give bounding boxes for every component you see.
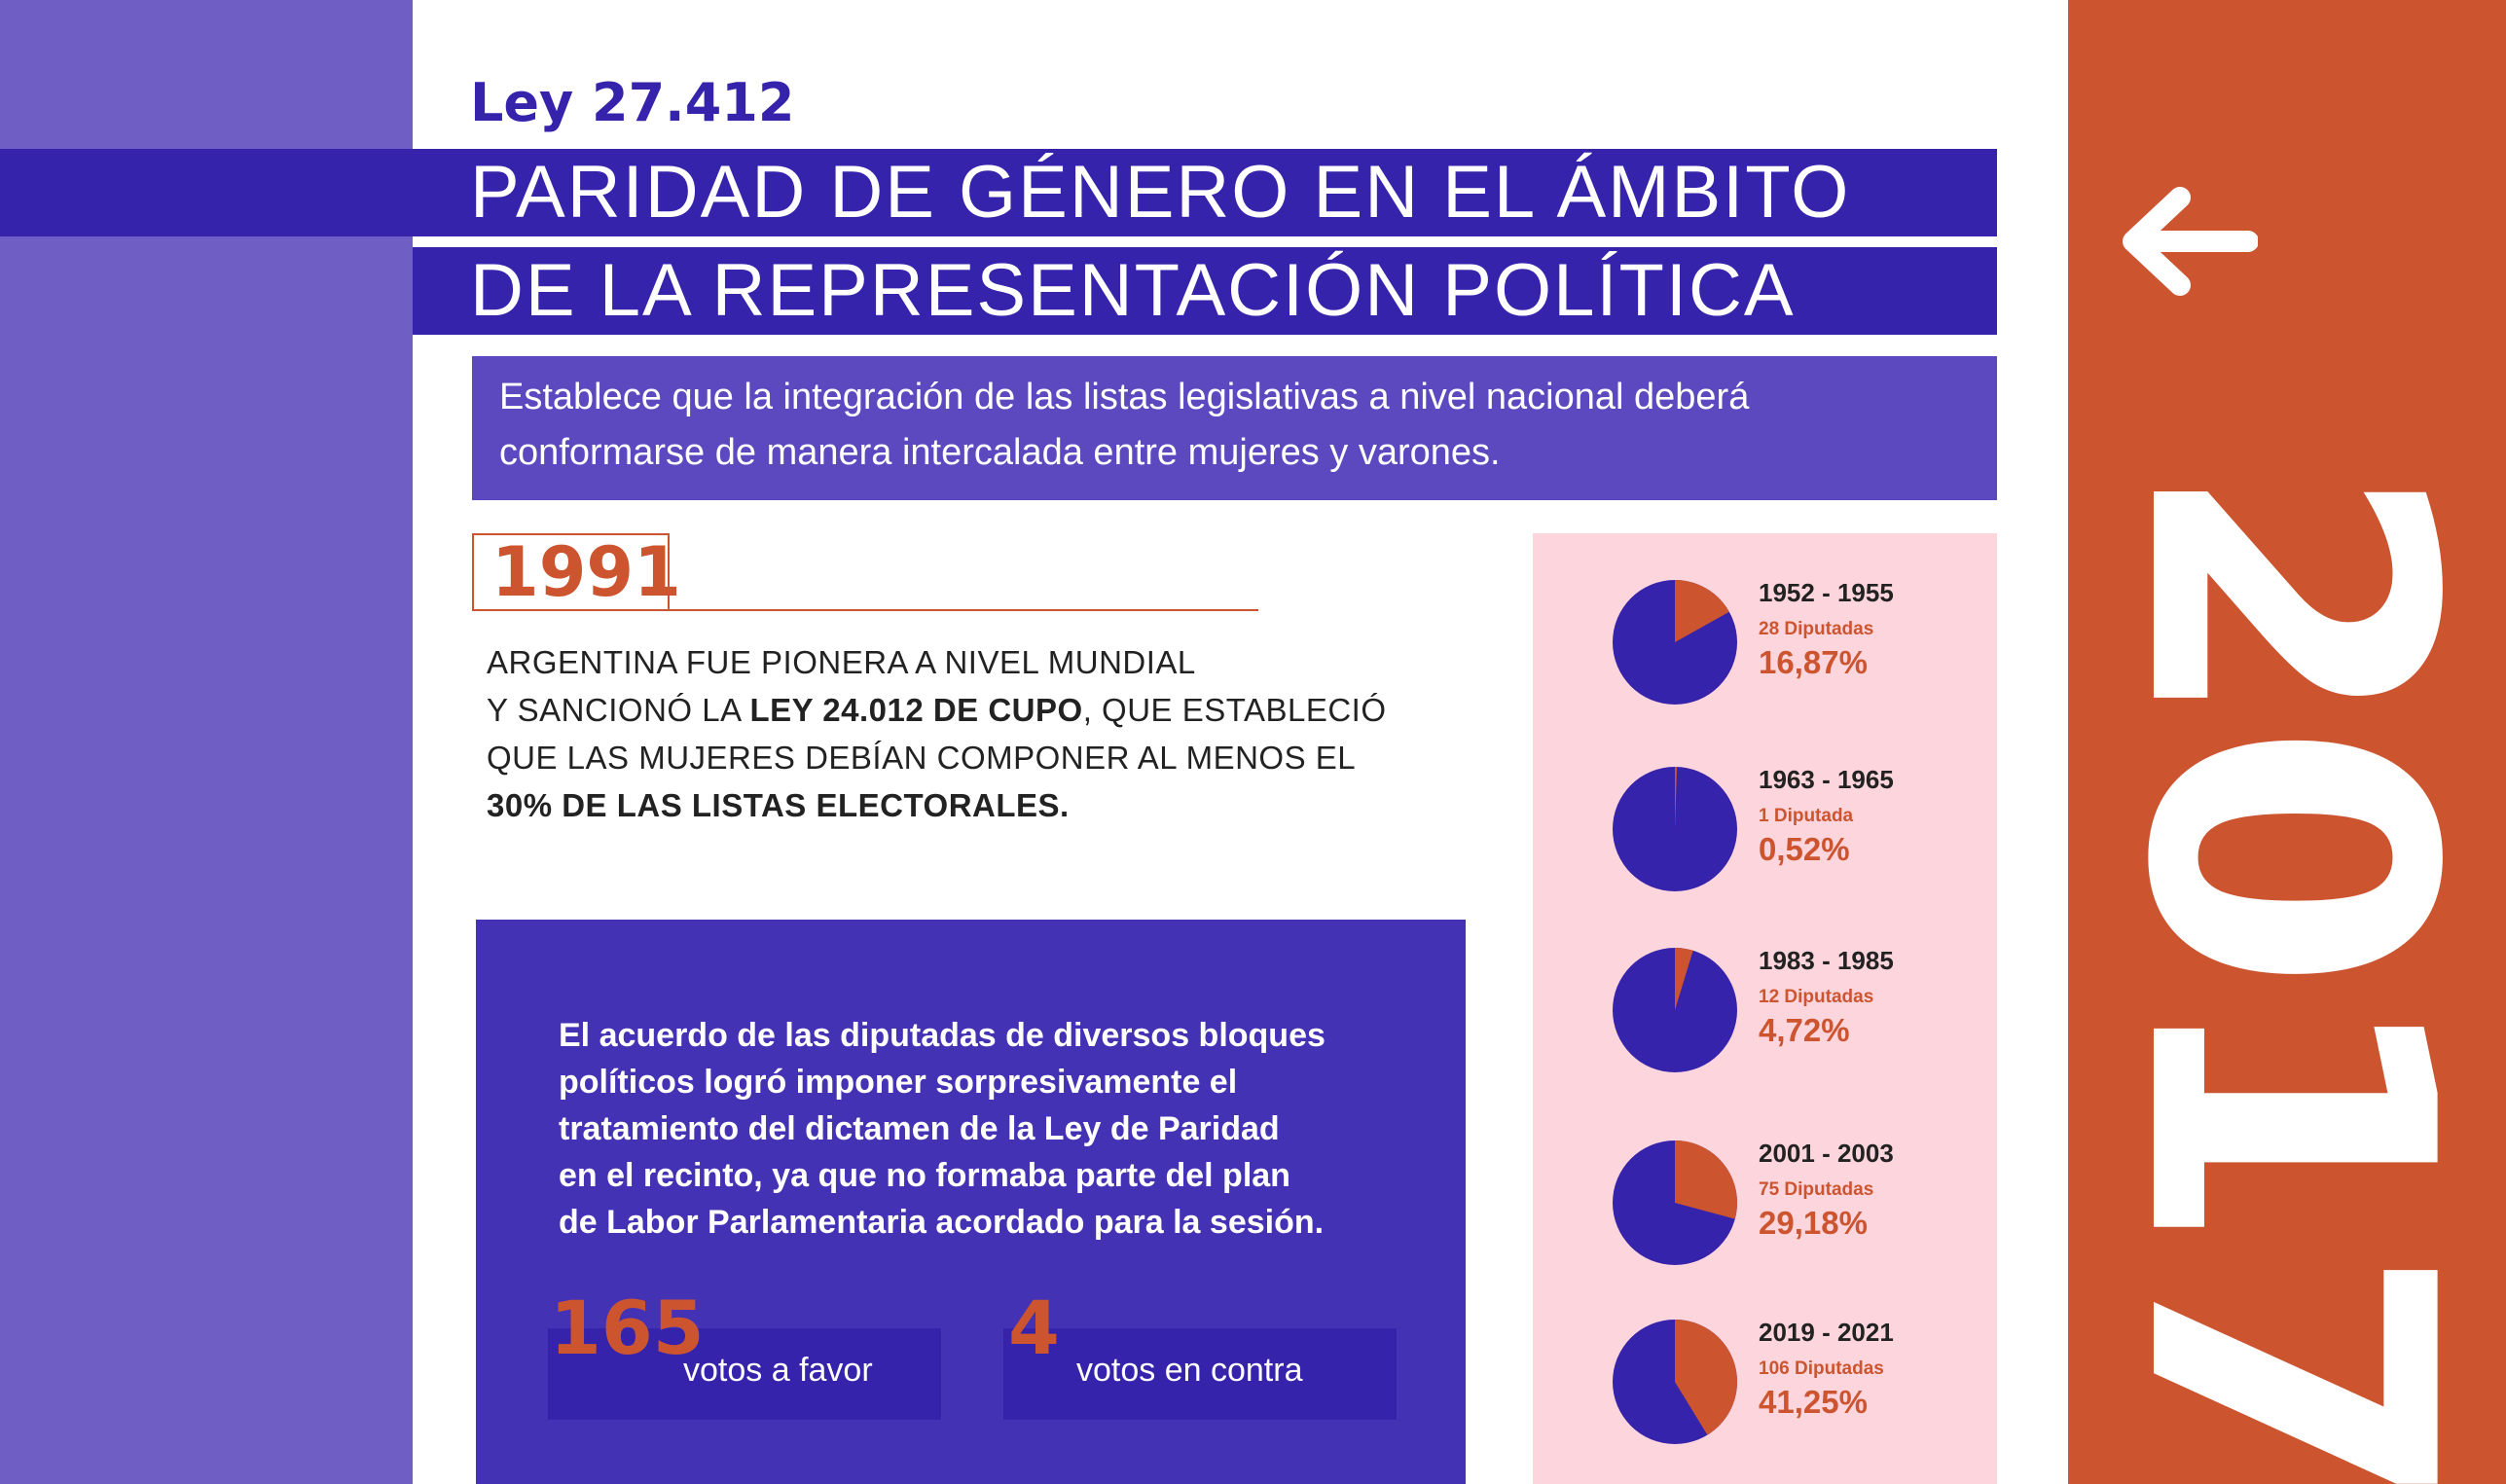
description-line-2: conformarse de manera intercalada entre … bbox=[499, 432, 1501, 473]
stat-period: 1952 - 1955 bbox=[1759, 578, 1894, 607]
pie-chart bbox=[1613, 1140, 1738, 1265]
pie-slice bbox=[1675, 948, 1693, 1010]
pie-slice bbox=[1675, 766, 1678, 829]
arrow-left-icon[interactable] bbox=[2112, 183, 2258, 309]
stat-percent: 29,18% bbox=[1759, 1205, 1868, 1241]
stat-count: 28 Diputadas bbox=[1759, 619, 1874, 639]
stat-percent: 0,52% bbox=[1759, 831, 1850, 867]
history-line-3: QUE LAS MUJERES DEBÍAN COMPONER AL MENOS… bbox=[487, 740, 1357, 776]
stat-percent: 4,72% bbox=[1759, 1012, 1850, 1048]
stat-item: 1963 - 1965 1 Diputada 0,52% bbox=[1611, 765, 1990, 901]
stat-period: 1963 - 1965 bbox=[1759, 765, 1894, 794]
votes-contra-label: votos en contra bbox=[1076, 1352, 1303, 1389]
history-line-4-bold: 30% DE LAS LISTAS ELECTORALES. bbox=[487, 787, 1070, 823]
stat-count: 1 Diputada bbox=[1759, 806, 1854, 826]
stat-period: 2001 - 2003 bbox=[1759, 1139, 1894, 1168]
votes-favor-bar bbox=[548, 1328, 941, 1420]
page-title-line-2: DE LA REPRESENTACIÓN POLÍTICA bbox=[470, 249, 1796, 332]
history-line-2-pre: Y SANCIONÓ LA bbox=[487, 692, 750, 728]
title-band bbox=[413, 247, 1997, 335]
votes-favor-label: votos a favor bbox=[683, 1352, 873, 1389]
stat-count: 12 Diputadas bbox=[1759, 987, 1874, 1007]
description-line-1: Establece que la integración de las list… bbox=[499, 377, 1750, 417]
votes-contra-count: 4 bbox=[1008, 1285, 1060, 1371]
history-line-4: 30% DE LAS LISTAS ELECTORALES. bbox=[487, 781, 1460, 829]
vote-text-line: de Labor Parlamentaria acordado para la … bbox=[559, 1204, 1325, 1241]
law-number: Ley 27.412 bbox=[470, 72, 795, 133]
pie-chart bbox=[1613, 580, 1737, 705]
stat-item: 1952 - 1955 28 Diputadas 16,87% bbox=[1611, 578, 1990, 714]
stat-period: 2019 - 2021 bbox=[1759, 1318, 1894, 1347]
stat-percent: 16,87% bbox=[1759, 644, 1868, 680]
vote-text-line: en el recinto, ya que no formaba parte d… bbox=[559, 1157, 1290, 1194]
stats-panel bbox=[1533, 533, 1997, 1484]
history-line-1: ARGENTINA FUE PIONERA A NIVEL MUNDIAL bbox=[487, 644, 1196, 680]
divider bbox=[670, 609, 1258, 611]
vote-text-line: El acuerdo de las diputadas de diversos … bbox=[559, 1017, 1326, 1054]
vote-text-line: tratamiento del dictamen de la Ley de Pa… bbox=[559, 1110, 1280, 1147]
year-1991-label: 1991 bbox=[491, 532, 681, 612]
history-text: ARGENTINA FUE PIONERA A NIVEL MUNDIAL Y … bbox=[487, 638, 1460, 829]
history-line-2-bold: LEY 24.012 DE CUPO bbox=[749, 692, 1083, 728]
pie-chart bbox=[1613, 766, 1737, 891]
votes-contra-bar bbox=[1003, 1328, 1397, 1420]
year-1991-frame bbox=[472, 533, 670, 611]
history-line-2-post: , QUE ESTABLECIÓ bbox=[1082, 692, 1387, 728]
title-band bbox=[0, 149, 1997, 236]
stat-percent: 41,25% bbox=[1759, 1384, 1868, 1420]
votes-favor-count: 165 bbox=[550, 1285, 705, 1371]
year-2017-vertical: 2017 bbox=[2061, 460, 2506, 1484]
pie-chart bbox=[1613, 948, 1737, 1072]
vote-description: El acuerdo de las diputadas de diversos … bbox=[559, 1012, 1435, 1246]
stat-item: 2019 - 2021 106 Diputadas 41,25% bbox=[1611, 1318, 1990, 1454]
left-color-panel bbox=[0, 0, 413, 1484]
stat-count: 106 Diputadas bbox=[1759, 1358, 1884, 1379]
pie-chart bbox=[1613, 1320, 1738, 1444]
page-title-line-1: PARIDAD DE GÉNERO EN EL ÁMBITO bbox=[470, 151, 1851, 234]
pie-slice bbox=[1675, 1320, 1738, 1435]
stat-item: 2001 - 2003 75 Diputadas 29,18% bbox=[1611, 1139, 1990, 1275]
stat-period: 1983 - 1985 bbox=[1759, 946, 1894, 975]
description-box: Establece que la integración de las list… bbox=[472, 356, 1997, 500]
stat-count: 75 Diputadas bbox=[1759, 1179, 1874, 1200]
pie-slice bbox=[1675, 1140, 1738, 1219]
pie-slice bbox=[1675, 580, 1729, 642]
history-line-2: Y SANCIONÓ LA LEY 24.012 DE CUPO, QUE ES… bbox=[487, 686, 1460, 734]
stat-item: 1983 - 1985 12 Diputadas 4,72% bbox=[1611, 946, 1990, 1082]
vote-text-line: políticos logró imponer sorpresivamente … bbox=[559, 1064, 1238, 1101]
